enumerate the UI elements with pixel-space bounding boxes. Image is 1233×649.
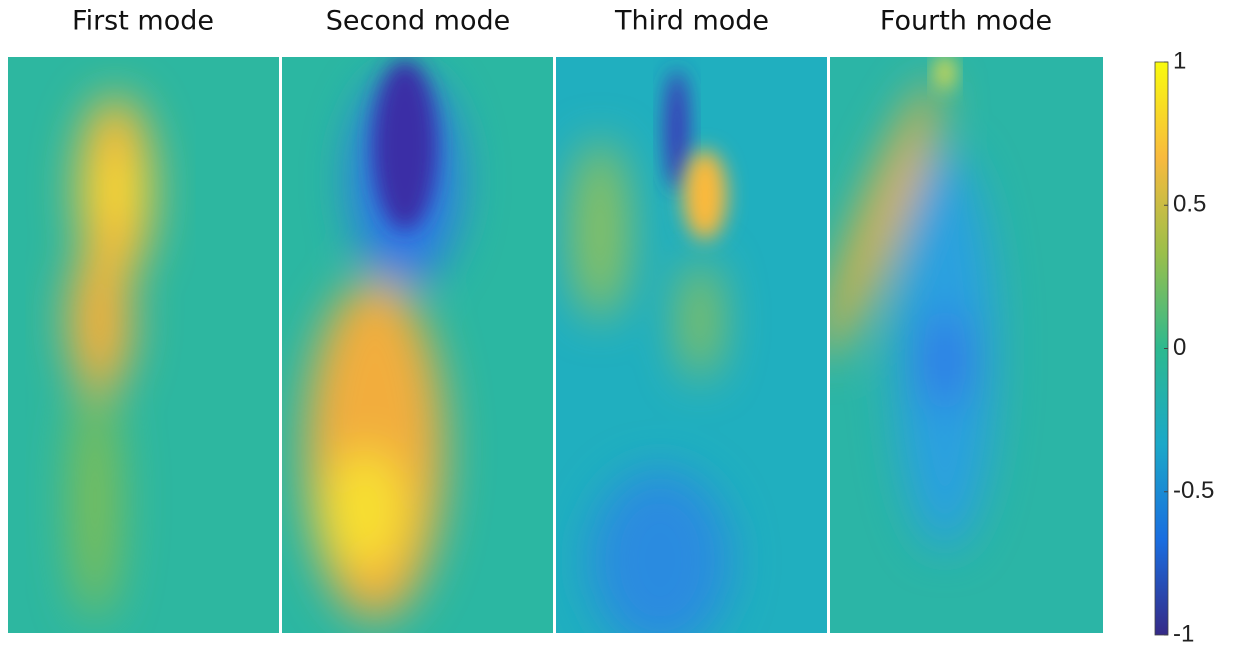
colorbar-tick-label: 0 (1173, 334, 1186, 361)
panel-title: Fourth mode (880, 6, 1052, 37)
panel-title: Second mode (326, 6, 511, 37)
panel-title: Third mode (614, 6, 769, 37)
panel-title: First mode (72, 6, 214, 37)
panel (282, 57, 553, 633)
colorbar-tick-label: 0.5 (1173, 191, 1206, 218)
figure: First mode Second mode Third mode Fourth… (0, 0, 1233, 649)
panel (8, 57, 279, 633)
colorbar-tick-label: 1 (1173, 47, 1186, 74)
panel (803, 54, 1103, 633)
panel (556, 57, 827, 649)
colorbar-tick-label: -1 (1173, 620, 1194, 647)
colorbar-tick-label: -0.5 (1173, 477, 1214, 504)
